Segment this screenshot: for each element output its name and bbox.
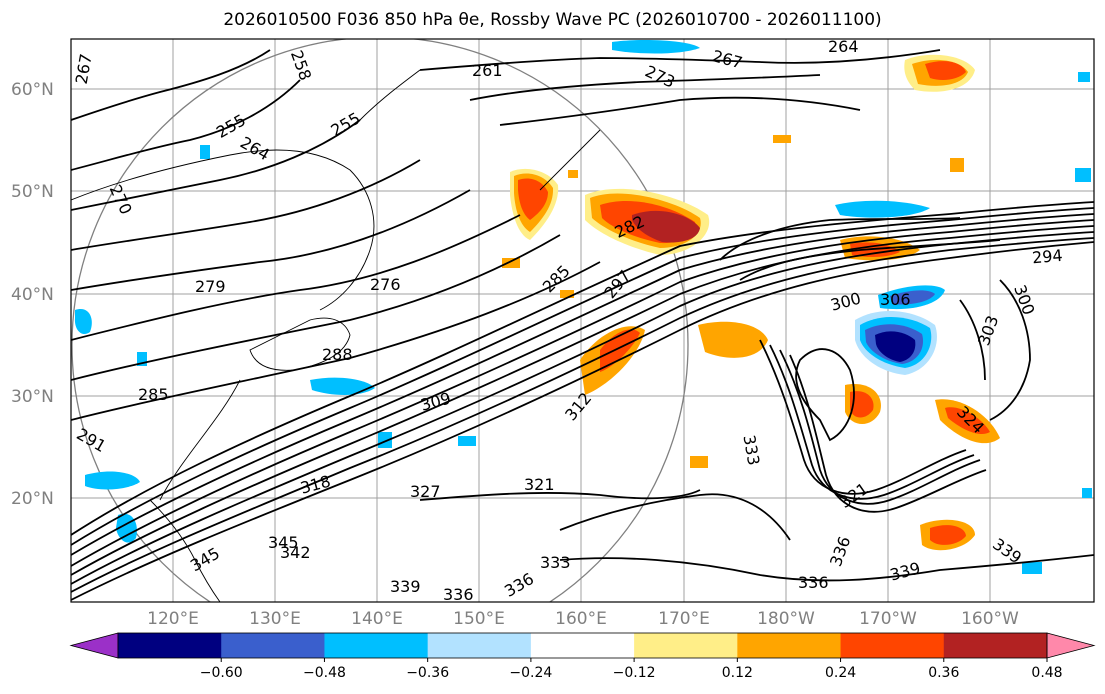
colorbar-segment — [943, 633, 1048, 658]
lon-label-160w: 160°W — [961, 609, 1019, 629]
contour-label: 294 — [1031, 246, 1063, 268]
contour-label: 264 — [828, 37, 859, 56]
contour-label: 288 — [322, 345, 353, 364]
colorbar-tick-label: 0.36 — [928, 665, 959, 681]
colorbar-tick-label: −0.60 — [200, 665, 243, 681]
latitude-labels: 60°N 50°N 40°N 30°N 20°N — [11, 80, 54, 509]
lon-label-120e: 120°E — [147, 609, 199, 629]
lat-label-50: 50°N — [11, 182, 54, 202]
colorbar-segment — [530, 633, 635, 658]
contour-label: 285 — [138, 385, 169, 404]
lat-label-30: 30°N — [11, 387, 54, 407]
lat-label-40: 40°N — [11, 285, 54, 305]
lon-label-140e: 140°E — [351, 609, 403, 629]
colorbar-min-arrow — [69, 632, 119, 659]
colorbar-segment — [840, 633, 945, 658]
colorbar-segment — [221, 633, 325, 658]
lat-label-60: 60°N — [11, 80, 54, 100]
contour-label: 336 — [798, 573, 829, 592]
colorbar-tick-label: 0.48 — [1031, 665, 1062, 681]
lon-label-150e: 150°E — [453, 609, 505, 629]
lon-label-170e: 170°E — [658, 609, 710, 629]
colorbar-tick-label: −0.24 — [509, 665, 552, 681]
colorbar-segment — [427, 633, 532, 658]
lon-label-170w: 170°W — [859, 609, 917, 629]
coastlines — [71, 69, 601, 602]
range-circle — [71, 39, 689, 602]
lon-label-180w: 180°W — [757, 609, 815, 629]
colorbar-segment — [634, 633, 738, 658]
colorbar-border — [117, 632, 1048, 659]
lat-label-20: 20°N — [11, 489, 54, 509]
contour-label: 306 — [880, 290, 911, 309]
negative-anomalies — [74, 40, 1092, 574]
colorbar-segment — [737, 633, 842, 658]
theta-e-contours — [71, 49, 1094, 601]
contour-label: 339 — [390, 577, 421, 596]
map-content: 267 258 261 273 267 264 255 255 264 270 … — [71, 37, 1094, 604]
contour-label: 321 — [524, 475, 555, 494]
colorbar-tick-label: −0.12 — [613, 665, 656, 681]
colorbar: −0.60 −0.48 −0.36 −0.24 −0.12 0.12 0.24 0.36 0.4… — [69, 632, 1096, 681]
colorbar-segment — [324, 633, 429, 658]
colorbar-max-arrow — [1046, 632, 1096, 659]
longitude-labels: 120°E 130°E 140°E 150°E 160°E 170°E 180°… — [147, 609, 1019, 629]
lon-label-130e: 130°E — [249, 609, 301, 629]
contour-label: 342 — [280, 543, 311, 562]
contour-label: 345 — [268, 533, 299, 552]
contour-label: 327 — [410, 482, 441, 501]
colorbar-tick-label: −0.48 — [303, 665, 346, 681]
map-frame — [70, 38, 1095, 603]
contour-label: 333 — [540, 553, 571, 572]
colorbar-tick-label: 0.24 — [825, 665, 856, 681]
contour-label: 336 — [443, 585, 474, 604]
colorbar-tick-label: 0.12 — [722, 665, 753, 681]
contour-label: 276 — [370, 275, 401, 294]
colorbar-segment — [118, 633, 222, 658]
map-title: 2026010500 F036 850 hPa θe, Rossby Wave … — [223, 10, 882, 30]
lon-label-160e: 160°E — [555, 609, 607, 629]
contour-label: 261 — [472, 61, 503, 80]
colorbar-tick-label: −0.36 — [406, 665, 449, 681]
contour-label: 279 — [195, 277, 226, 296]
